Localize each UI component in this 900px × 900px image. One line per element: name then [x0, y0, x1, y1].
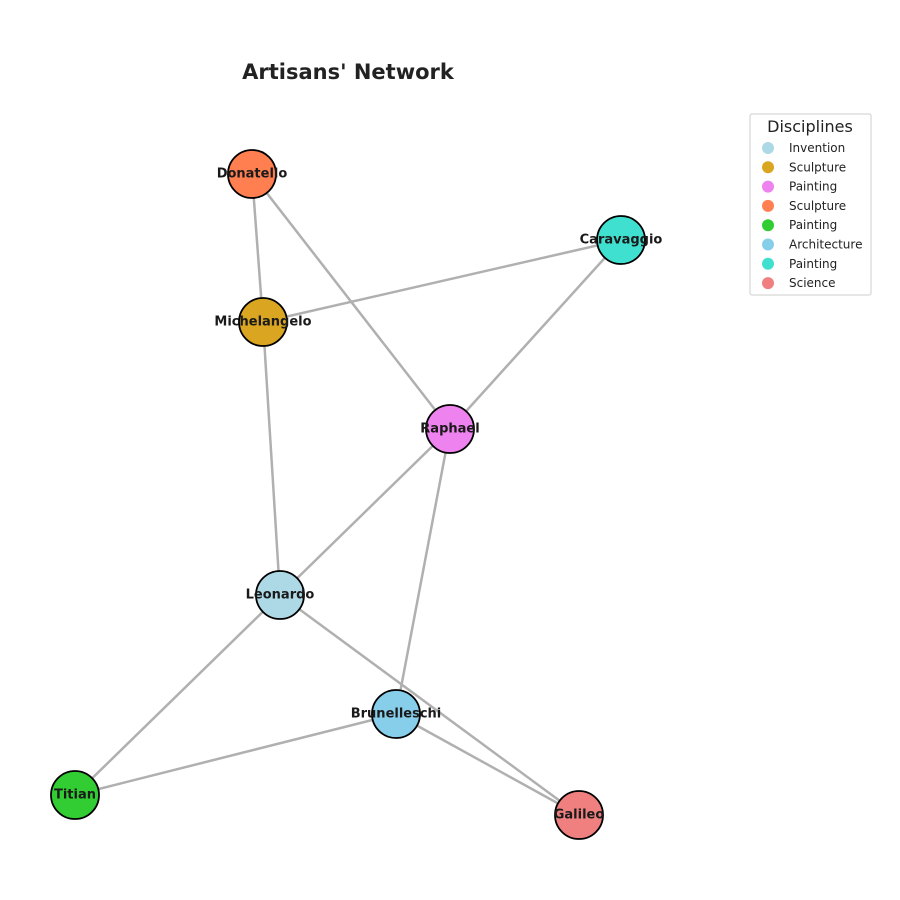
legend-marker	[762, 199, 774, 212]
legend-label: Sculpture	[789, 160, 846, 174]
node-label-caravaggio: Caravaggio	[580, 233, 663, 248]
node-label-brunelleschi: Brunelleschi	[351, 707, 442, 722]
legend-entries: Invention Sculpture Painting Sculpture Paint…	[762, 141, 862, 290]
edge-raphael-brunelleschi	[394, 428, 452, 715]
node-circle-galileo	[554, 790, 604, 840]
node-caravaggio: Caravaggio	[580, 215, 663, 265]
legend-entry: Science	[762, 276, 836, 290]
node-label-donatello: Donatello	[217, 167, 288, 182]
legend-entry: Painting	[762, 257, 837, 271]
legend-marker	[762, 161, 774, 174]
legend-marker	[762, 219, 774, 232]
node-galileo: Galileo	[554, 790, 605, 840]
node-circle-donatello	[227, 149, 277, 199]
edge-leonardo-titian	[74, 594, 281, 796]
node-label-galileo: Galileo	[554, 808, 605, 823]
node-label-michelangelo: Michelangelo	[214, 315, 311, 330]
legend-box	[749, 113, 872, 296]
edge-brunelleschi-titian	[74, 712, 397, 797]
edge-leonardo-galileo	[279, 593, 580, 817]
edge-raphael-leonardo	[279, 428, 451, 596]
legend-label: Painting	[789, 218, 837, 232]
legend-marker	[762, 257, 774, 270]
legend-entry: Painting	[762, 180, 837, 194]
edge-caravaggio-raphael	[449, 239, 622, 430]
nodes-layer: Donatello Caravaggio Michelangelo Raphael Le…	[50, 149, 663, 840]
edge-brunelleschi-galileo	[395, 712, 580, 817]
legend-label: Sculpture	[789, 199, 846, 213]
legend-marker	[762, 238, 774, 251]
legend-entry: Architecture	[762, 238, 862, 252]
legend-entry: Sculpture	[762, 160, 846, 174]
legend-title: Disciplines	[767, 117, 853, 136]
node-label-leonardo: Leonardo	[246, 588, 315, 603]
legend-entry: Sculpture	[762, 199, 846, 213]
node-circle-titian	[50, 770, 100, 820]
legend-marker	[762, 142, 774, 154]
node-circle-brunelleschi	[371, 689, 421, 739]
node-circle-raphael	[425, 404, 475, 454]
legend-label: Painting	[789, 257, 837, 271]
legend-label: Painting	[789, 180, 837, 194]
node-circle-caravaggio	[596, 215, 646, 265]
node-donatello: Donatello	[217, 149, 288, 199]
legend-entry: Invention	[762, 141, 845, 155]
legend-marker	[762, 180, 774, 193]
edge-michelangelo-leonardo	[261, 321, 282, 596]
legend-label: Invention	[789, 141, 845, 155]
edges-layer	[74, 173, 622, 817]
node-leonardo: Leonardo	[246, 570, 315, 620]
diagram-title: Artisans' Network	[242, 60, 455, 84]
node-label-raphael: Raphael	[420, 422, 479, 437]
node-michelangelo: Michelangelo	[214, 297, 312, 347]
legend-marker	[762, 277, 774, 290]
node-circle-leonardo	[255, 570, 305, 620]
node-brunelleschi: Brunelleschi	[351, 689, 442, 739]
legend-label: Science	[789, 276, 836, 290]
legend-entry: Painting	[762, 218, 837, 232]
node-label-titian: Titian	[54, 788, 96, 803]
node-raphael: Raphael	[420, 404, 480, 454]
node-titian: Titian	[50, 770, 100, 820]
legend-label: Architecture	[789, 238, 862, 252]
node-circle-michelangelo	[238, 297, 288, 347]
edge-michelangelo-caravaggio	[262, 238, 622, 324]
legend: Disciplines Invention Sculpture Painting Sc…	[749, 113, 872, 296]
